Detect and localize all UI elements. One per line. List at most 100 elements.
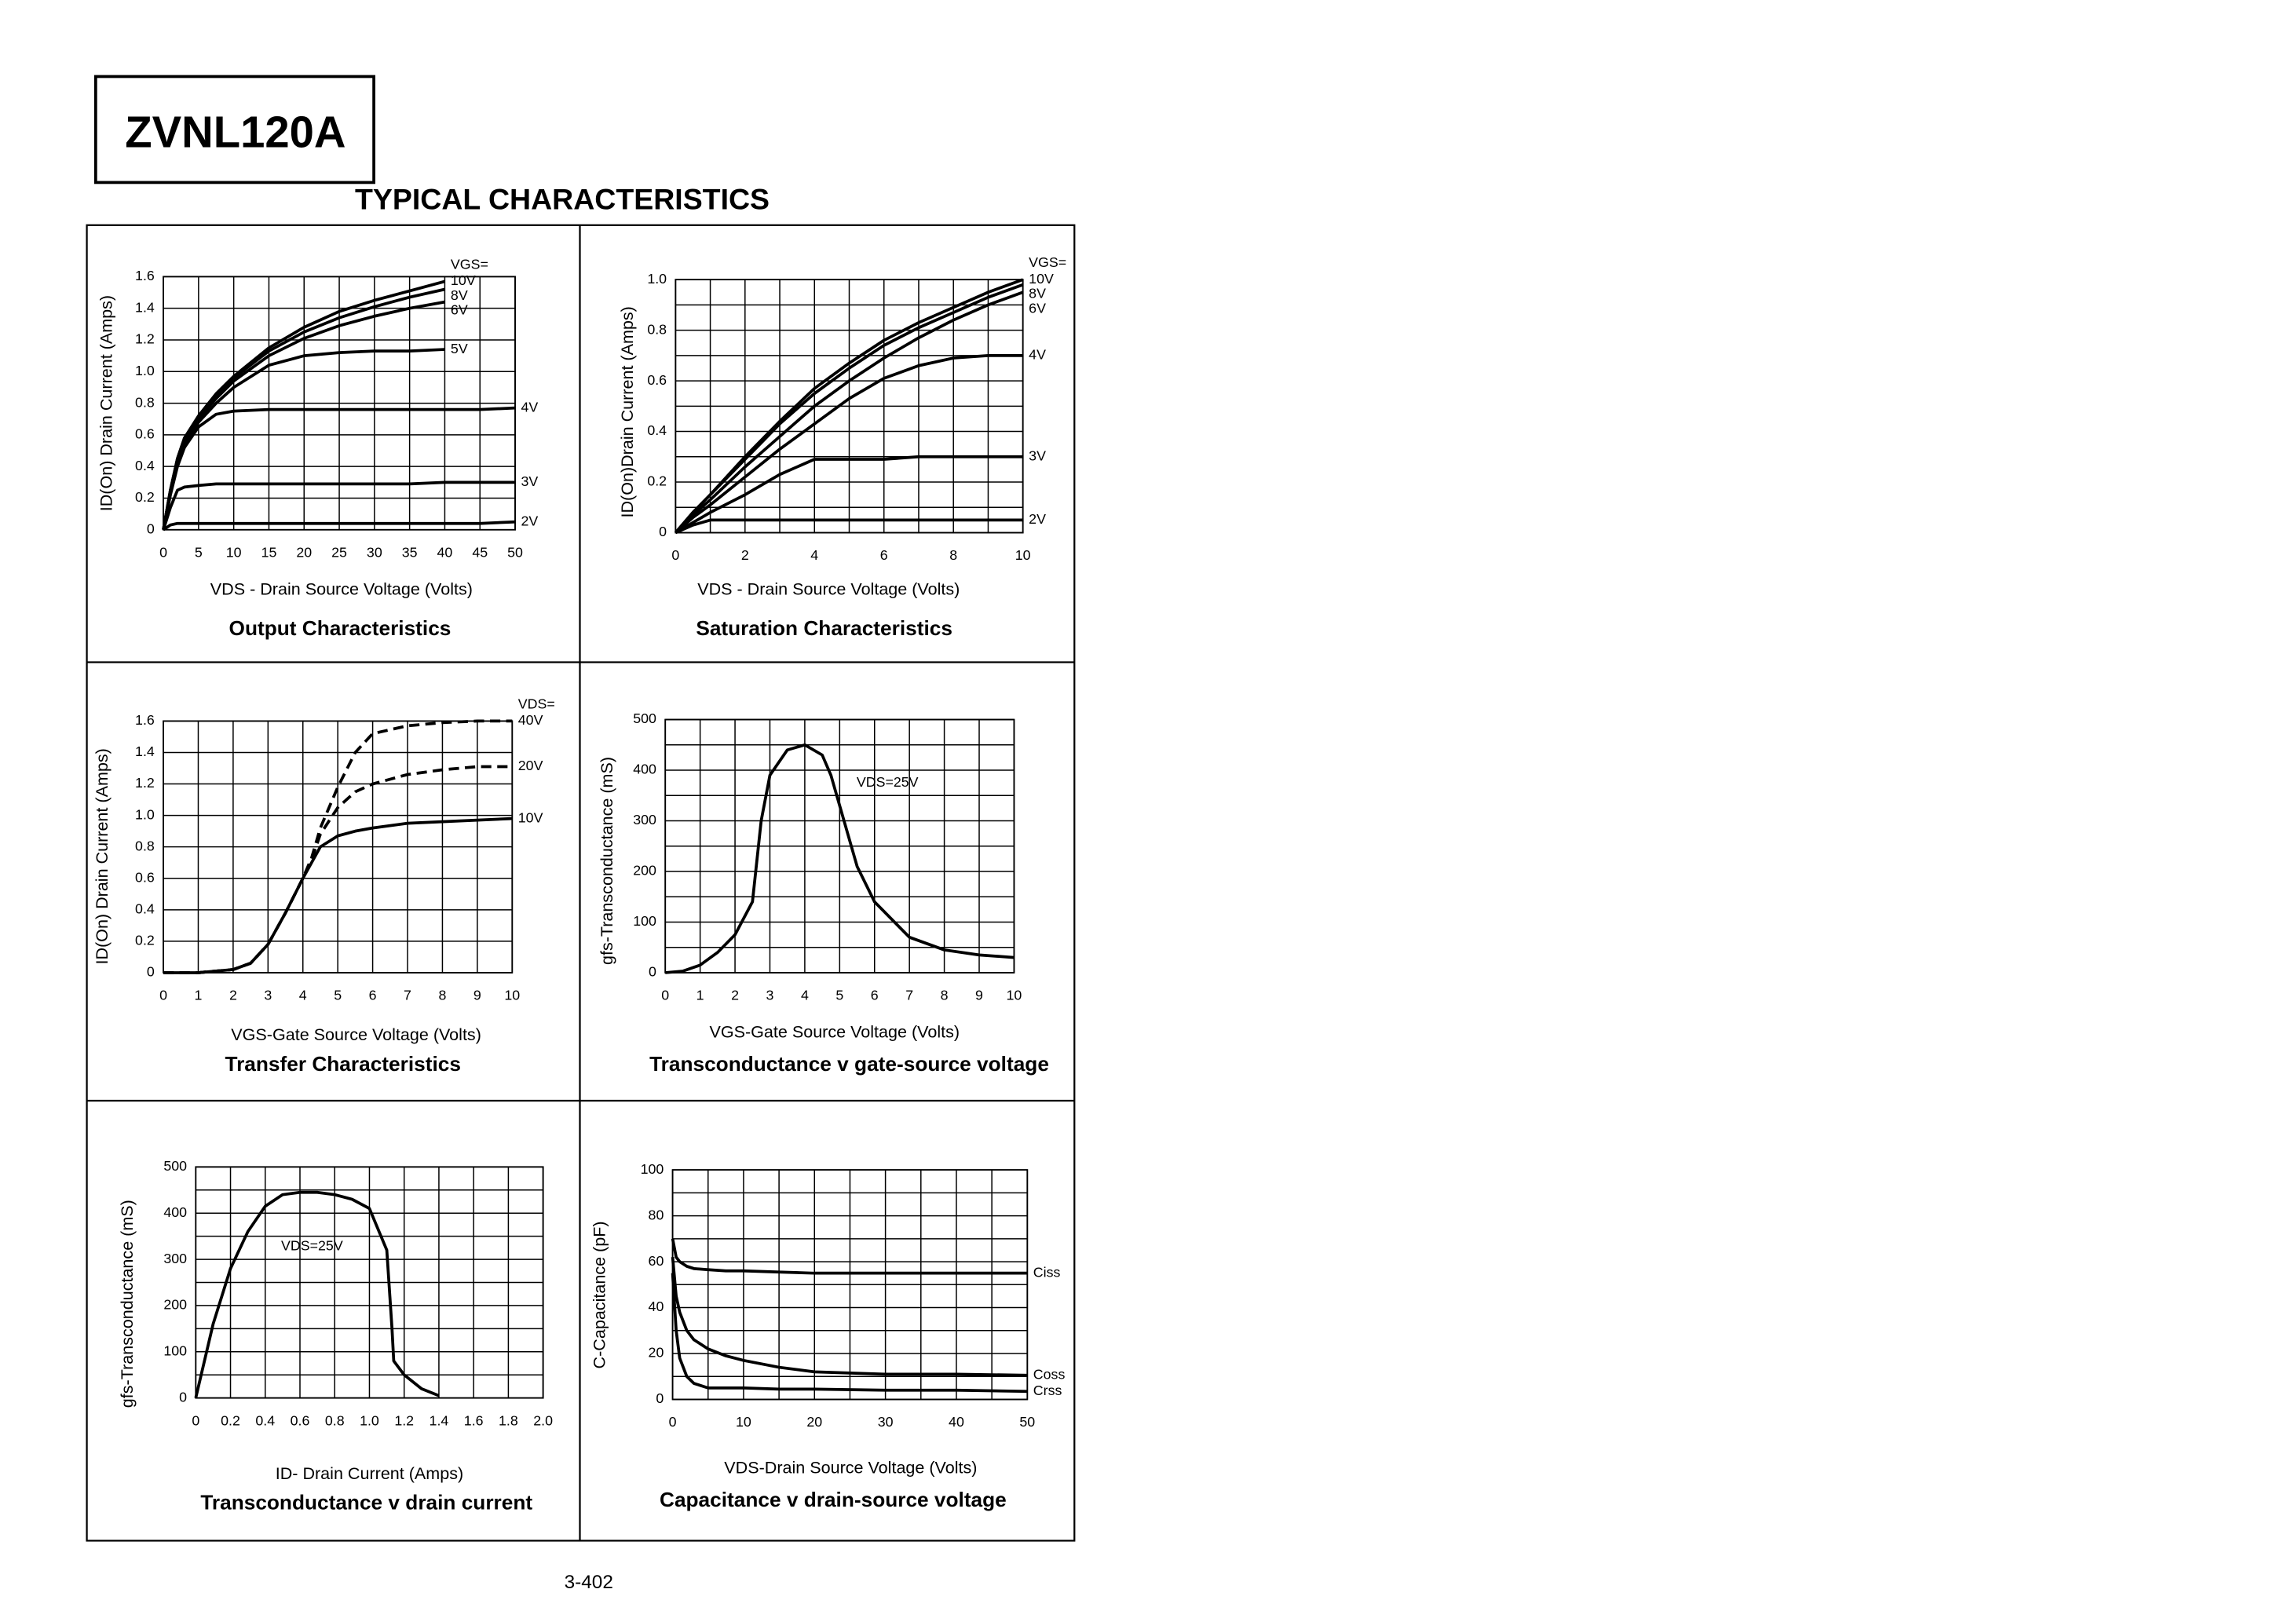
y-tick-label: 100 [163,1343,187,1358]
curve [671,1238,1028,1275]
chart-title: Capacitance v drain-source voltage [660,1488,1007,1511]
y-tick-label: 400 [163,1204,187,1220]
x-tick-label: 50 [1019,1414,1035,1430]
series-label: 40V [518,712,543,728]
x-tick-label: 5 [195,544,203,560]
legend-title: VGS= [451,257,488,272]
curve [665,743,1015,974]
y-tick-label: 0 [659,524,667,539]
chart-title: Transconductance v drain current [200,1491,532,1514]
y-axis-title: C-Capacitance (pF) [589,1221,609,1368]
curve [163,765,513,974]
y-tick-label: 0 [147,964,155,980]
x-tick-label: 2 [731,988,739,1003]
annotation: VDS=25V [857,774,919,790]
curve [674,290,1024,534]
x-tick-label: 10 [1015,547,1031,563]
x-tick-label: 0 [159,988,167,1003]
x-tick-label: 5 [835,988,843,1003]
x-tick-label: 1 [195,988,203,1003]
y-tick-label: 0.6 [135,426,155,442]
x-tick-label: 25 [331,544,347,560]
y-tick-label: 200 [633,863,656,879]
x-tick-label: 6 [369,988,377,1003]
series-label: 20V [518,758,543,773]
legend-title: VGS= [1029,254,1066,270]
x-tick-label: 6 [880,547,888,563]
x-tick-label: 20 [296,544,312,560]
series-label: 6V [451,302,468,318]
x-tick-label: 1.8 [499,1412,518,1428]
x-tick-label: 7 [905,988,913,1003]
y-tick-label: 0.4 [647,422,667,438]
y-tick-label: 0 [179,1389,187,1405]
x-tick-label: 2 [229,988,237,1003]
annotation: VDS=25V [281,1237,343,1253]
curve [671,1257,1028,1377]
series-label: 2V [1029,511,1046,527]
x-tick-label: 40 [949,1414,964,1430]
y-tick-label: 0.8 [135,838,155,853]
y-tick-label: 400 [633,762,656,777]
curve [675,518,1023,535]
x-tick-label: 0 [669,1414,677,1430]
x-tick-label: 0.8 [325,1412,345,1428]
series-label: 8V [1029,286,1046,301]
curve [162,480,516,531]
x-tick-label: 40 [437,544,453,560]
plot-frame [195,1166,544,1399]
y-tick-label: 1.6 [135,712,155,728]
x-tick-label: 2.0 [533,1412,553,1428]
x-axis-title: VGS-Gate Source Voltage (Volts) [231,1025,481,1044]
y-tick-label: 0.2 [135,489,155,505]
x-tick-label: 7 [404,988,411,1003]
x-tick-label: 3 [264,988,272,1003]
x-tick-label: 4 [810,547,818,563]
series-label: Ciss [1033,1264,1061,1280]
y-tick-label: 1.0 [135,806,155,822]
x-tick-label: 0.4 [255,1412,275,1428]
x-tick-label: 10 [226,544,242,560]
curve [674,283,1024,534]
series-label: Coss [1033,1367,1066,1383]
legend-title: VDS= [518,696,555,712]
series-label: 3V [1029,448,1046,464]
y-tick-label: 40 [649,1299,664,1314]
y-tick-label: 1.4 [135,743,155,759]
y-tick-label: 80 [649,1207,664,1222]
y-tick-label: 60 [649,1253,664,1269]
x-tick-label: 5 [334,988,342,1003]
x-axis-title: VGS-Gate Source Voltage (Volts) [709,1021,960,1041]
y-tick-label: 500 [633,711,656,726]
x-tick-label: 4 [299,988,307,1003]
plot-frame [675,279,1024,534]
y-axis-title: ID(On) Drain Current (Amps) [92,748,112,964]
x-tick-label: 1 [696,988,704,1003]
y-tick-label: 1.4 [135,299,155,315]
y-tick-label: 0.8 [647,321,667,337]
y-tick-label: 0.8 [135,394,155,410]
series-label: 10V [1029,271,1054,287]
series-label: Crss [1033,1383,1062,1398]
y-axis-title: gfs-Transconductance (mS) [597,757,616,965]
x-tick-label: 10 [736,1414,751,1430]
y-tick-label: 1.2 [135,331,155,347]
x-tick-label: 2 [741,547,749,563]
y-tick-label: 100 [641,1161,664,1177]
series-label: 3V [521,473,539,489]
y-tick-label: 300 [163,1251,187,1266]
curve [194,1190,440,1399]
y-tick-label: 0 [147,521,155,536]
x-tick-label: 0.2 [221,1412,240,1428]
y-tick-label: 1.0 [135,363,155,378]
curve [163,816,513,974]
x-tick-label: 8 [941,988,949,1003]
curve [675,353,1023,534]
y-tick-label: 300 [633,812,656,827]
y-tick-label: 100 [633,913,656,929]
x-tick-label: 3 [766,988,774,1003]
series-label: 8V [451,287,468,303]
series-label: 5V [451,341,468,356]
y-axis-title: gfs-Transconductance (mS) [117,1200,137,1408]
